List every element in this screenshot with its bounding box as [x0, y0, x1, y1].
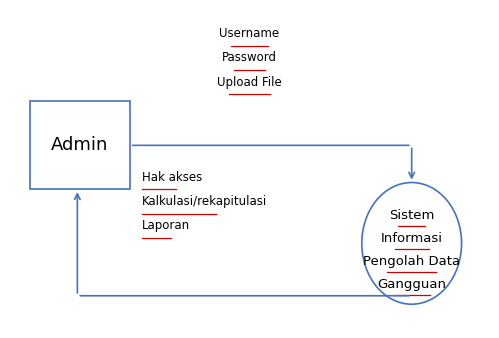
Text: Informasi: Informasi [381, 232, 443, 245]
Text: Sistem: Sistem [389, 209, 434, 222]
Text: Laporan: Laporan [142, 219, 190, 232]
Text: Password: Password [222, 51, 277, 64]
Ellipse shape [362, 183, 462, 304]
Bar [30, 101, 130, 189]
Text: Hak akses: Hak akses [142, 171, 203, 184]
Text: Upload File: Upload File [217, 76, 282, 89]
Text: Admin: Admin [51, 136, 108, 154]
Text: Pengolah Data: Pengolah Data [363, 255, 460, 268]
Text: Kalkulasi/rekapitulasi: Kalkulasi/rekapitulasi [142, 195, 267, 208]
Text: Gangguan: Gangguan [377, 278, 446, 291]
Text: Username: Username [220, 27, 279, 40]
